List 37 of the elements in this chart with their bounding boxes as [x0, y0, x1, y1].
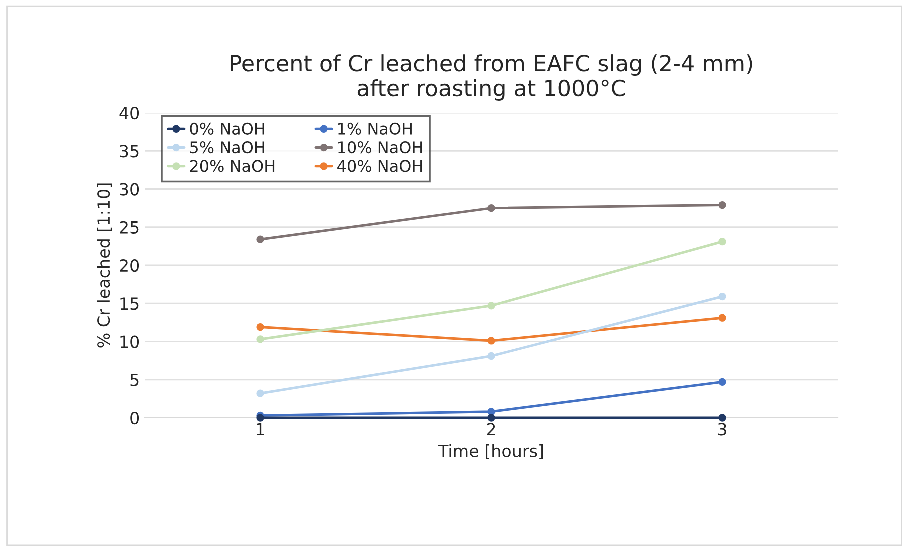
- point: [718, 292, 726, 301]
- y-tick-label: 40: [120, 106, 140, 120]
- legend-label: 1% NaOH: [338, 122, 412, 135]
- point: [256, 336, 264, 344]
- point: [488, 337, 496, 345]
- y-tick-label: 5: [130, 374, 139, 386]
- y-tick-label: 0: [130, 412, 140, 425]
- y-tick-label: 35: [120, 145, 139, 158]
- x-tick-label: 1: [257, 423, 264, 436]
- y-tick-label: 15: [120, 298, 139, 310]
- point: [256, 236, 264, 244]
- point: [718, 201, 726, 210]
- legend-label: 0% NaOH: [190, 122, 264, 135]
- y-tick-label: 10: [120, 336, 140, 348]
- point: [718, 314, 726, 322]
- y-tick-label: 30: [120, 183, 140, 196]
- legend-label: 10% NaOH: [338, 142, 422, 154]
- point: [256, 390, 264, 398]
- point: [256, 323, 264, 332]
- y-tick-label: 25: [120, 221, 139, 234]
- x-tick-label: 2: [487, 423, 496, 436]
- point: [488, 204, 496, 212]
- x-tick-label: 3: [718, 423, 726, 436]
- point: [718, 414, 726, 422]
- legend-label: 40% NaOH: [338, 160, 422, 172]
- x-axis-title: Time [hours]: [438, 444, 544, 460]
- point: [488, 302, 496, 310]
- point: [718, 378, 726, 386]
- legend-label: 5% NaOH: [190, 142, 264, 154]
- point: [488, 414, 496, 422]
- y-tick-label: 20: [120, 259, 140, 272]
- point: [256, 414, 264, 422]
- chart-title: Percent of Cr leached from EAFC slag (2-4 mm) after roasting at 1000°C: [231, 54, 752, 101]
- y-axis-title: % Cr leached [1:10]: [97, 184, 112, 348]
- point: [488, 352, 496, 360]
- legend-label: 20% NaOH: [190, 160, 275, 172]
- point: [718, 238, 726, 246]
